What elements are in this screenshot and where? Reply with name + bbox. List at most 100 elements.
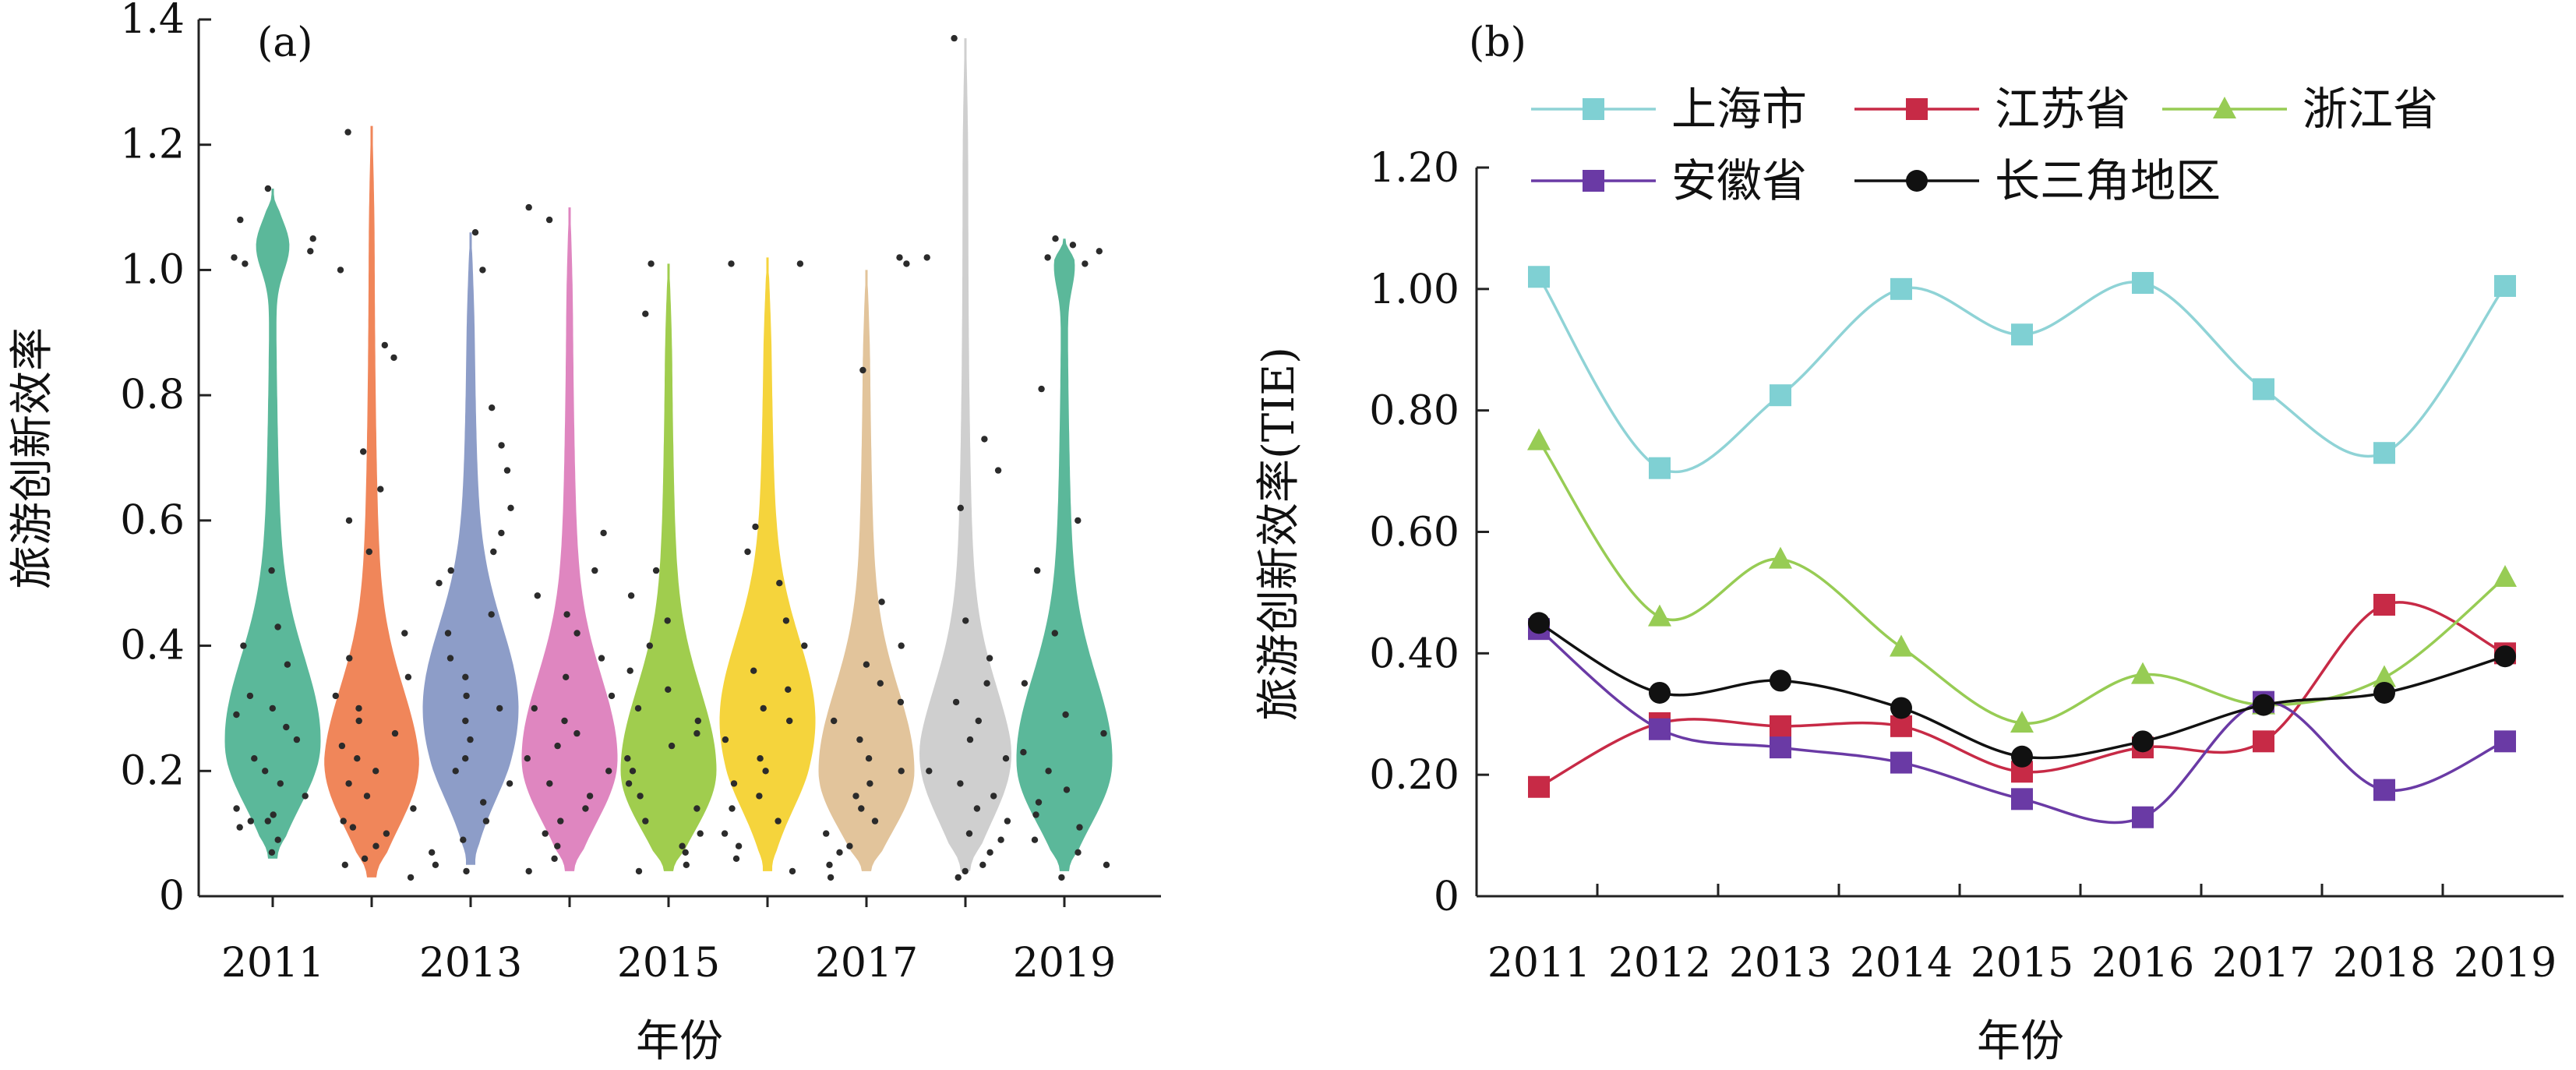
violin-point-2016-11 (786, 717, 793, 725)
violin-point-2013-17 (436, 580, 443, 587)
violin-point-2012-9 (345, 780, 352, 787)
violin-point-2019-19 (1096, 248, 1103, 255)
violin-point-2016-14 (750, 667, 757, 674)
series-4-point-2017 (2253, 694, 2274, 716)
panel-a-ytick-label: 0.2 (120, 747, 185, 794)
violin-point-2013-23 (498, 442, 505, 449)
violin-point-2018-0 (955, 874, 962, 881)
violin-point-2012-8 (363, 793, 371, 800)
violin-point-2014-14 (608, 692, 616, 700)
legend-label-3: 安徽省 (1671, 154, 1807, 207)
violin-point-2018-20 (981, 436, 988, 443)
violin-point-2012-10 (372, 768, 379, 775)
violin-point-2013-22 (503, 467, 511, 474)
violin-2017 (818, 270, 915, 871)
violin-2012 (324, 125, 419, 878)
violin-point-2018-12 (966, 736, 974, 743)
violin-point-2015-3 (679, 842, 686, 849)
violin-point-2016-12 (760, 705, 767, 712)
violin-point-2011-2 (236, 824, 243, 831)
violin-point-2011-15 (246, 692, 254, 700)
series-2-point-2015 (2010, 710, 2034, 733)
violin-point-2018-11 (1002, 755, 1010, 762)
violin-point-2018-15 (983, 680, 990, 687)
violin-point-2014-13 (531, 705, 538, 712)
violin-point-2012-17 (404, 673, 412, 680)
violin-point-2017-12 (831, 717, 838, 725)
violin-point-2018-7 (973, 805, 981, 812)
violin-point-2013-12 (463, 692, 470, 700)
violin-point-2017-18 (859, 366, 866, 374)
violin-point-2013-4 (482, 818, 490, 825)
panel-b-xtick-label: 2018 (2333, 940, 2436, 987)
series-2-point-2012 (1648, 604, 1671, 627)
violin-point-2019-20 (1069, 242, 1077, 249)
panel-a-label: (a) (257, 19, 313, 66)
violin-point-2015-21 (642, 310, 649, 317)
series-0-point-2011 (1528, 266, 1550, 288)
violin-point-2012-12 (338, 742, 346, 750)
violin-point-2012-18 (346, 655, 353, 662)
violin-point-2011-12 (283, 723, 290, 731)
violin-point-2011-17 (240, 642, 247, 649)
violin-point-2018-9 (957, 780, 964, 787)
series-4-point-2019 (2494, 645, 2516, 668)
violin-point-2016-7 (730, 780, 738, 787)
violin-point-2016-3 (721, 830, 729, 837)
violin-point-2018-22 (951, 34, 958, 42)
violin-2014 (521, 207, 618, 871)
violin-point-2015-0 (635, 867, 643, 875)
series-3-point-2015 (2011, 788, 2033, 810)
violin-point-2013-3 (460, 836, 467, 843)
violin-point-2016-13 (785, 686, 792, 693)
legend-marker-0 (1583, 98, 1604, 120)
violin-point-2019-4 (1076, 824, 1083, 831)
violin-point-2014-1 (551, 855, 558, 863)
violin-point-2011-4 (264, 818, 271, 825)
violin-point-2015-12 (693, 729, 700, 737)
violin-point-2018-3 (986, 849, 993, 856)
violin-point-2019-17 (1082, 260, 1089, 267)
violin-point-2014-8 (605, 768, 612, 775)
series-4-point-2013 (1770, 669, 1791, 692)
panel-a-ytick-label: 0.4 (120, 623, 185, 669)
violin-point-2017-9 (898, 768, 905, 775)
violin-point-2013-10 (462, 717, 469, 725)
violin-point-2014-11 (573, 729, 580, 737)
legend-label-0: 上海市 (1671, 83, 1807, 136)
series-line-0 (1537, 276, 2507, 474)
violin-point-2019-18 (1044, 254, 1051, 261)
violin-point-2013-5 (480, 799, 487, 806)
violin-point-2014-7 (546, 780, 553, 787)
violin-point-2019-12 (1021, 680, 1029, 687)
violin-point-2015-18 (664, 617, 671, 624)
violin-point-2014-6 (586, 793, 594, 800)
violin-point-2019-10 (1100, 729, 1107, 737)
legend-marker-4 (1906, 170, 1928, 192)
series-1-point-2018 (2373, 594, 2395, 616)
panel-b-xtick-label: 2016 (2091, 940, 2194, 987)
violin-point-2014-23 (525, 203, 532, 211)
violin-point-2011-5 (270, 811, 277, 818)
panel-a-ytick-label: 1.4 (120, 0, 185, 43)
panel-b-xtick-label: 2013 (1729, 940, 1832, 987)
violin-point-2012-24 (390, 354, 397, 362)
violin-point-2016-0 (789, 867, 796, 875)
violin-point-2017-4 (823, 830, 830, 837)
panel-a-xtick-label: 2019 (1013, 940, 1116, 987)
violin-point-2015-8 (625, 780, 633, 787)
violin-point-2015-1 (683, 861, 690, 869)
series-4-point-2011 (1528, 612, 1550, 634)
violin-point-2018-1 (962, 867, 969, 875)
panel-b-xtick-label: 2017 (2212, 940, 2315, 987)
violin-point-2013-7 (452, 768, 459, 775)
series-0-point-2015 (2011, 323, 2033, 346)
panel-a-ytick-label: 0.6 (120, 497, 185, 544)
violin-point-2018-10 (926, 768, 933, 775)
series-2-point-2013 (1769, 546, 1792, 569)
violin-point-2015-7 (637, 793, 644, 800)
violin-point-2017-3 (846, 842, 853, 849)
violin-point-2013-2 (429, 849, 436, 856)
violin-point-2015-15 (665, 686, 672, 693)
